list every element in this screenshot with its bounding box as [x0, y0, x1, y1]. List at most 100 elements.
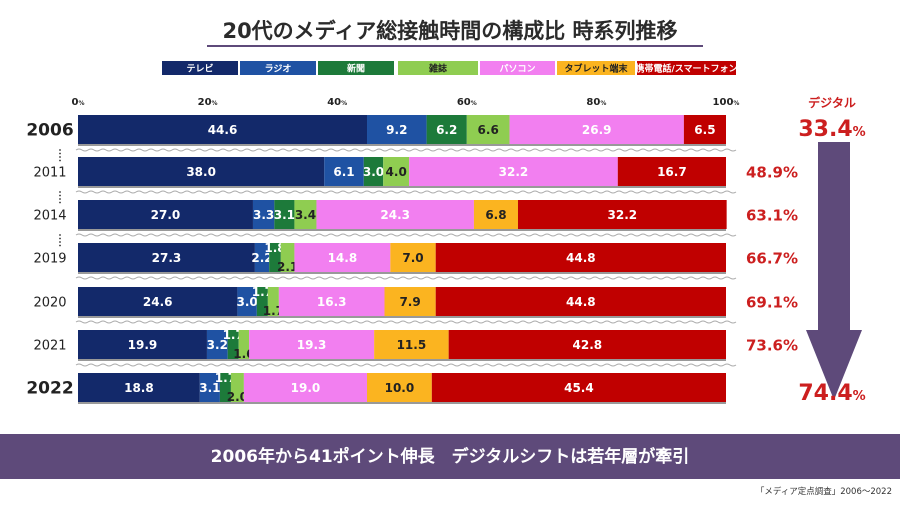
bar-value-label: 38.0: [186, 165, 216, 179]
bar-segment: [269, 243, 281, 272]
wavy-separator: [75, 320, 737, 324]
bar-value-label: 1.7: [252, 285, 273, 299]
digital-share-value: 48.9%: [746, 164, 798, 182]
bar-segment: [267, 287, 279, 316]
bar-segment: [316, 200, 474, 229]
bar-value-label: 4.0: [386, 165, 407, 179]
bar-segment: [435, 287, 726, 316]
bar-segment: [280, 243, 295, 272]
legend-label-6: 携帯電話/スマートフォン: [635, 63, 737, 75]
omission-dot: [59, 191, 61, 193]
bar-value-label: 3.1: [274, 208, 295, 222]
bar-value-label: 27.3: [152, 251, 182, 265]
bar-value-label: 44.8: [566, 251, 596, 265]
digital-share-column: デジタル 33.4% 48.9% 63.1% 66.7% 69.1% 73.6% 74.4%: [746, 95, 866, 406]
digital-share-value: 69.1%: [746, 294, 798, 312]
bar-value-label: 1.8: [264, 241, 285, 255]
x-tick-100: 100%: [713, 97, 740, 108]
bar-segment: [78, 287, 238, 316]
bar-value-label: 6.5: [694, 123, 715, 137]
bar-value-label: 1.7: [223, 328, 244, 342]
bar-value-label: 6.8: [485, 208, 506, 222]
bar-segment: [617, 157, 726, 186]
omission-dot: [59, 198, 61, 200]
digital-share-value: 33.4%: [798, 117, 865, 142]
legend-label-3: 雑誌: [428, 63, 447, 75]
bar-segment: [238, 330, 250, 359]
bar-value-label: 14.8: [328, 251, 358, 265]
omission-dot: [59, 194, 61, 197]
omission-dot: [59, 237, 61, 240]
bar-segment: [78, 243, 255, 272]
bar-segment: [78, 200, 253, 229]
bar-segment: [363, 157, 384, 186]
bar-segment: [383, 157, 410, 186]
bar-value-label: 1.7: [215, 371, 236, 385]
bar-segment: [230, 373, 244, 402]
bar-value-label: 2.1: [277, 260, 298, 274]
legend-swatch-6: [637, 61, 736, 75]
omission-dot: [59, 241, 61, 243]
x-tick-40: 40%: [327, 97, 347, 108]
bar-value-label: 6.2: [436, 123, 457, 137]
bar-segment: [294, 200, 317, 229]
bar-value-label: 11.5: [397, 338, 427, 352]
year-label-2022: 2022: [26, 379, 73, 399]
bar-segment: [509, 115, 684, 144]
bar-segment: [426, 115, 467, 144]
chart-title-group: 20代のメディア総接触時間の構成比 時系列推移: [207, 19, 703, 47]
bar-segment: [78, 330, 207, 359]
bar-segment: [199, 373, 220, 402]
year-label-2019: 2019: [33, 252, 66, 267]
digital-share-value: 73.6%: [746, 337, 798, 355]
bar-segment: [243, 373, 368, 402]
bar-value-label: 32.2: [499, 165, 529, 179]
bar-value-label: 10.0: [385, 381, 415, 395]
legend-swatch-5: [557, 61, 635, 75]
omission-dot: [59, 149, 61, 151]
bar-segment: [683, 115, 726, 144]
legend-swatch-0: [162, 61, 238, 75]
bar-value-label: 6.6: [478, 123, 499, 137]
x-tick-0: 0%: [72, 97, 85, 108]
bar-value-label: 42.8: [573, 338, 603, 352]
bar-value-label: 7.0: [402, 251, 423, 265]
omission-dot: [59, 244, 61, 247]
bar-segment: [227, 330, 239, 359]
bar-value-label: 45.4: [564, 381, 594, 395]
bar-value-label: 3.2: [207, 338, 228, 352]
bar-segment: [435, 243, 726, 272]
x-tick-60: 60%: [457, 97, 477, 108]
omission-dot: [59, 156, 61, 158]
digital-label: デジタル: [808, 95, 856, 110]
bar-value-label: 19.9: [128, 338, 158, 352]
year-label-2006: 2006: [26, 121, 73, 141]
bar-value-label: 3.1: [199, 381, 220, 395]
legend-label-0: テレビ: [186, 63, 213, 75]
legend: テレビ ラジオ 新聞 雑誌 パソコン タブレット端末 携帯電話/スマートフォン: [162, 61, 738, 75]
wavy-separator: [75, 190, 737, 194]
bar-segment: [374, 330, 449, 359]
legend-swatch-3: [398, 61, 478, 75]
source-note: 「メディア定点調査」2006～2022: [756, 486, 892, 497]
bar-segment: [294, 243, 391, 272]
bar-segment: [384, 287, 436, 316]
chart-title: 20代のメディア総接触時間の構成比 時系列推移: [222, 19, 677, 43]
legend-swatch-1: [240, 61, 316, 75]
bar-value-label: 2.0: [227, 390, 248, 404]
bar-value-label: 3.0: [236, 295, 257, 309]
bar-segment: [431, 373, 726, 402]
bar-segment: [448, 330, 726, 359]
bar-value-label: 16.3: [317, 295, 347, 309]
omission-dot: [59, 234, 61, 236]
bar-value-label: 2.2: [251, 251, 272, 265]
bar-segment: [78, 373, 200, 402]
omission-dot: [59, 201, 61, 204]
bar-value-label: 3.0: [363, 165, 384, 179]
bar-segment: [274, 200, 295, 229]
bar-value-label: 26.9: [582, 123, 612, 137]
bar-value-label: 3.3: [253, 208, 274, 222]
x-tick-20: 20%: [198, 97, 218, 108]
bar-segment: [324, 157, 364, 186]
